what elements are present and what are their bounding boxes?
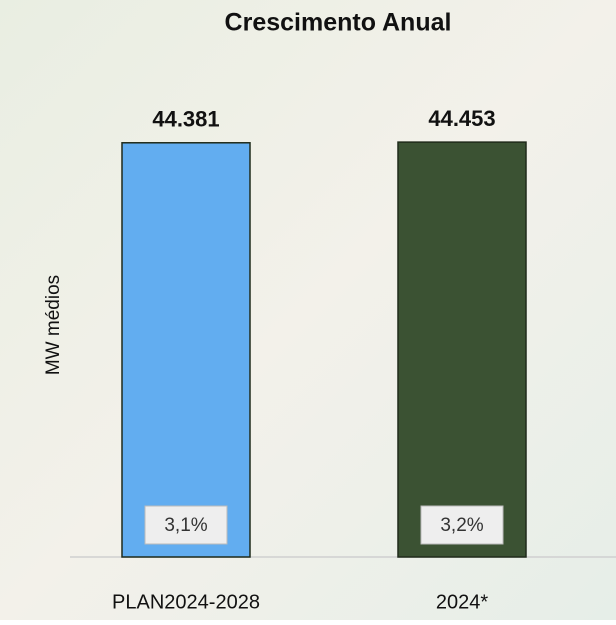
value-label: 44.381 — [152, 107, 219, 132]
y-axis-label: MW médios — [43, 275, 64, 375]
chart-title: Crescimento Anual — [225, 9, 452, 37]
bar — [122, 143, 250, 557]
page: Crescimento Anual MW médios 44.381 3,1% PL… — [0, 0, 616, 625]
bar — [398, 142, 526, 557]
growth-label: 3,2% — [440, 515, 483, 536]
x-tick-label: 2024* — [436, 591, 488, 613]
chart: Crescimento Anual MW médios 44.381 3,1% PL… — [0, 0, 616, 620]
x-tick-label: PLAN2024-2028 — [112, 591, 260, 613]
value-label: 44.453 — [428, 106, 495, 131]
growth-label: 3,1% — [164, 515, 207, 536]
